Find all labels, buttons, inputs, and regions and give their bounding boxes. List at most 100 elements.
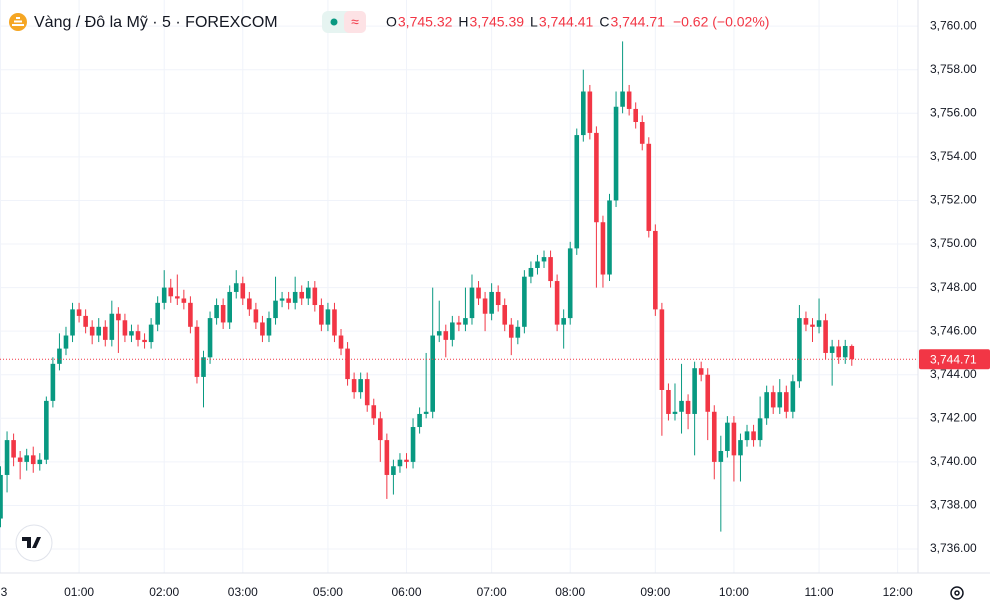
candle-body xyxy=(836,346,841,358)
candle-body xyxy=(168,287,174,297)
candle-body xyxy=(292,291,298,303)
candle-body xyxy=(30,455,36,465)
candle-body xyxy=(260,322,265,336)
candle-body xyxy=(50,363,56,401)
ohlc-letter: C xyxy=(599,14,609,30)
candle-body xyxy=(417,413,422,428)
x-tick-label: 02:00 xyxy=(149,585,179,599)
candle-body xyxy=(273,300,278,319)
candle-body xyxy=(148,324,154,343)
candle-body xyxy=(201,357,206,377)
candle-body xyxy=(345,348,350,380)
candle-body xyxy=(679,400,684,412)
candle-body xyxy=(89,326,95,336)
ohlc-letter: L xyxy=(530,14,538,30)
chart-title: Vàng / Đô la Mỹ · 5 · FOREXCOM xyxy=(34,14,278,31)
candle-body xyxy=(744,431,750,441)
candle-body xyxy=(450,322,455,340)
ohlc-letter: O xyxy=(386,14,397,30)
candle-body xyxy=(620,91,625,107)
delay-icon: ≈ xyxy=(351,14,359,30)
candle-body xyxy=(522,276,527,327)
candle-body xyxy=(57,348,62,364)
candle-body xyxy=(849,345,855,360)
candle-body xyxy=(666,389,671,414)
x-tick-label: 09:00 xyxy=(640,585,670,599)
candle-body xyxy=(142,339,147,343)
candle-body xyxy=(305,287,311,299)
candle-body xyxy=(633,108,638,123)
delay-badge[interactable] xyxy=(344,11,366,33)
y-tick-label: 3,748.00 xyxy=(930,280,977,294)
candle-body xyxy=(404,459,409,462)
candle-body xyxy=(626,91,632,109)
candle-body xyxy=(364,379,370,406)
candle-body xyxy=(96,326,102,336)
candle-body xyxy=(312,287,318,306)
plot xyxy=(0,41,918,532)
candle-body xyxy=(0,474,3,519)
candle-body xyxy=(76,309,82,316)
ohlc-value: 3,744.41 xyxy=(539,14,594,30)
x-tick-label: 06:00 xyxy=(391,585,421,599)
symbol-icon xyxy=(9,13,27,31)
candle-body xyxy=(515,326,521,338)
y-tick-label: 3,760.00 xyxy=(930,18,977,32)
candle-body xyxy=(109,313,115,340)
candle-body xyxy=(711,411,717,462)
y-tick-label: 3,738.00 xyxy=(930,498,977,512)
candle-body xyxy=(129,331,134,336)
candle-body xyxy=(777,392,783,408)
candle-body xyxy=(613,106,619,201)
candle-body xyxy=(338,335,344,349)
candle-body xyxy=(384,440,390,475)
x-tick-label: 07:00 xyxy=(477,585,507,599)
candle-body xyxy=(738,440,743,456)
candle-body xyxy=(495,291,501,306)
candle-body xyxy=(764,392,769,419)
candle-body xyxy=(476,287,481,299)
last-price-badge xyxy=(919,349,990,370)
candle-body xyxy=(122,320,128,336)
candle-body xyxy=(646,143,652,231)
candle-body xyxy=(247,298,252,310)
candle-body xyxy=(718,450,724,462)
candle-body xyxy=(299,291,305,299)
candle-body xyxy=(528,267,534,277)
y-tick-label: 3,756.00 xyxy=(930,105,977,119)
candle-body xyxy=(829,346,835,353)
candle-body xyxy=(600,222,606,275)
candle-body xyxy=(803,318,809,325)
candle-body xyxy=(391,466,396,475)
x-tick-label: 12:00 xyxy=(883,585,913,599)
candle-body xyxy=(266,318,272,336)
candle-body xyxy=(351,379,357,393)
candle-body xyxy=(83,315,88,327)
candle-body xyxy=(810,324,815,327)
candle-body xyxy=(44,400,49,460)
ohlc-value: 3,744.71 xyxy=(610,14,665,30)
candle-body xyxy=(535,261,540,268)
x-tick-label: 11:00 xyxy=(804,585,833,599)
candle-body xyxy=(607,200,612,275)
candle-body xyxy=(698,368,704,375)
last-price-label: 3,744.71 xyxy=(930,352,977,366)
candle-body xyxy=(286,298,291,303)
axes: 3,736.00 3,738.00 3,740.00 3,742.00 3,744.00… xyxy=(1,18,990,599)
candle-body xyxy=(594,132,599,223)
y-tick-label: 3,740.00 xyxy=(930,454,977,468)
candle-body xyxy=(194,326,200,377)
candle-body xyxy=(574,135,580,249)
candle-body xyxy=(639,122,645,144)
candle-body xyxy=(816,320,822,327)
tradingview-logo[interactable] xyxy=(15,524,53,562)
settings-icon[interactable] xyxy=(950,586,964,600)
candle-body xyxy=(554,281,560,325)
y-tick-label: 3,746.00 xyxy=(930,323,977,337)
ohlc-legend: O 3,745.32 H 3,745.39 L 3,744.41 C 3,744.71 −0.6… xyxy=(386,14,769,30)
candle-body xyxy=(240,283,246,299)
candle-body xyxy=(430,335,435,412)
candle-body xyxy=(443,331,449,340)
candle-body xyxy=(672,411,678,414)
